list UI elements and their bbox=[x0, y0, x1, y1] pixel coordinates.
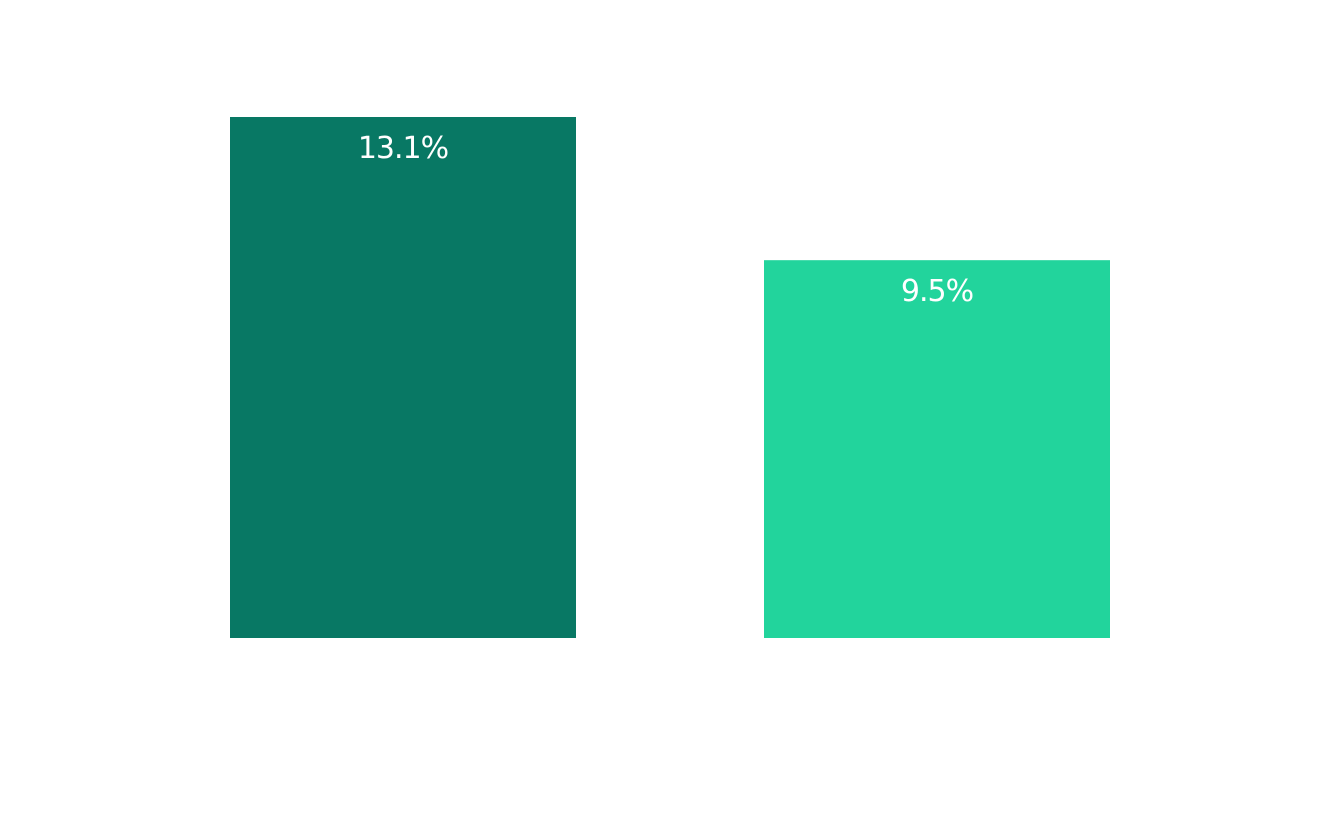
bars-group bbox=[230, 117, 1110, 638]
data-label-2: 9.5% bbox=[901, 274, 973, 309]
data-labels-group: 13.1% 9.5% bbox=[358, 131, 974, 309]
bar-1 bbox=[230, 117, 576, 638]
bar-2 bbox=[764, 260, 1110, 638]
data-label-1: 13.1% bbox=[358, 131, 448, 166]
